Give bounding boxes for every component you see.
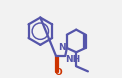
Text: NH: NH	[66, 55, 81, 64]
Text: N: N	[58, 43, 65, 52]
Text: O: O	[54, 68, 62, 77]
